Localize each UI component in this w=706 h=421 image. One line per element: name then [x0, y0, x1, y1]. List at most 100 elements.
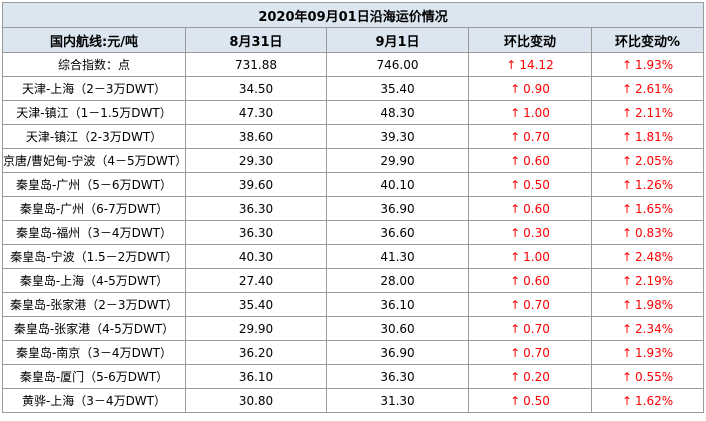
table-row: 秦皇岛-宁波（1.5－2万DWT） 40.30 41.30 ↑ 1.00 ↑ 2.48% — [2, 244, 705, 269]
change-value: 0.90 — [523, 81, 550, 96]
change-pct-cell: ↑ 2.61% — [590, 76, 705, 101]
change-cell: ↑ 0.90 — [468, 76, 592, 101]
change-cell: ↑ 14.12 — [468, 52, 592, 77]
change-pct-cell: ↑ 1.65% — [590, 196, 705, 221]
sep1-value: 36.10 — [326, 292, 469, 317]
up-arrow-icon: ↑ — [621, 369, 632, 384]
up-arrow-icon: ↑ — [621, 393, 632, 408]
change-pct-cell: ↑ 2.05% — [590, 148, 705, 173]
up-arrow-icon: ↑ — [621, 273, 632, 288]
change-value: 0.60 — [523, 273, 550, 288]
change-value: 0.50 — [523, 177, 550, 192]
change-value: 0.60 — [523, 201, 550, 216]
up-arrow-icon: ↑ — [510, 153, 521, 168]
up-arrow-icon: ↑ — [621, 345, 632, 360]
aug31-value: 39.60 — [185, 172, 327, 197]
change-pct-value: 0.55% — [635, 369, 674, 384]
change-value: 0.50 — [523, 393, 550, 408]
up-arrow-icon: ↑ — [506, 57, 517, 72]
change-cell: ↑ 0.20 — [468, 364, 592, 389]
change-cell: ↑ 0.70 — [468, 292, 592, 317]
up-arrow-icon: ↑ — [510, 273, 521, 288]
change-value: 0.70 — [523, 345, 550, 360]
change-pct-value: 1.26% — [635, 177, 674, 192]
sep1-value: 41.30 — [326, 244, 469, 269]
route-cell: 天津-镇江（2-3万DWT） — [2, 124, 186, 149]
change-pct-value: 1.65% — [635, 201, 674, 216]
table-row: 天津-上海（2－3万DWT） 34.50 35.40 ↑ 0.90 ↑ 2.61% — [2, 76, 705, 101]
sep1-value: 746.00 — [326, 52, 469, 77]
change-pct-cell: ↑ 1.62% — [590, 388, 705, 413]
change-cell: ↑ 0.60 — [468, 268, 592, 293]
change-value: 14.12 — [519, 57, 554, 72]
change-value: 0.70 — [523, 321, 550, 336]
table-row: 秦皇岛-厦门（5-6万DWT） 36.10 36.30 ↑ 0.20 ↑ 0.55% — [2, 364, 705, 389]
aug31-value: 36.30 — [185, 196, 327, 221]
table-row: 京唐/曹妃甸-宁波（4－5万DWT） 29.30 29.90 ↑ 0.60 ↑ 2.05% — [2, 148, 705, 173]
up-arrow-icon: ↑ — [510, 201, 521, 216]
up-arrow-icon: ↑ — [621, 321, 632, 336]
route-cell: 京唐/曹妃甸-宁波（4－5万DWT） — [2, 148, 186, 173]
route-cell: 黄骅-上海（3－4万DWT） — [2, 388, 186, 413]
change-pct-cell: ↑ 2.19% — [590, 268, 705, 293]
change-cell: ↑ 0.60 — [468, 196, 592, 221]
change-value: 0.60 — [523, 153, 550, 168]
up-arrow-icon: ↑ — [621, 297, 632, 312]
header-change: 环比变动 — [468, 27, 592, 53]
aug31-value: 36.30 — [185, 220, 327, 245]
title-row: 2020年09月01日沿海运价情况 — [1, 2, 705, 28]
change-pct-cell: ↑ 2.34% — [590, 316, 705, 341]
table-row: 秦皇岛-广州（5－6万DWT） 39.60 40.10 ↑ 0.50 ↑ 1.26% — [2, 172, 705, 197]
change-value: 0.30 — [523, 225, 550, 240]
route-cell: 秦皇岛-广州（6-7万DWT） — [2, 196, 186, 221]
change-pct-cell: ↑ 1.98% — [590, 292, 705, 317]
up-arrow-icon: ↑ — [510, 321, 521, 336]
sep1-value: 30.60 — [326, 316, 469, 341]
table-row: 黄骅-上海（3－4万DWT） 30.80 31.30 ↑ 0.50 ↑ 1.62% — [2, 388, 705, 413]
aug31-value: 30.80 — [185, 388, 327, 413]
up-arrow-icon: ↑ — [510, 105, 521, 120]
route-cell: 秦皇岛-张家港（4-5万DWT） — [2, 316, 186, 341]
aug31-value: 38.60 — [185, 124, 327, 149]
change-value: 0.20 — [523, 369, 550, 384]
route-cell: 秦皇岛-张家港（2－3万DWT） — [2, 292, 186, 317]
change-pct-cell: ↑ 1.93% — [590, 52, 705, 77]
change-cell: ↑ 0.30 — [468, 220, 592, 245]
up-arrow-icon: ↑ — [621, 177, 632, 192]
header-sep1: 9月1日 — [326, 27, 469, 53]
up-arrow-icon: ↑ — [510, 81, 521, 96]
table-row: 秦皇岛-广州（6-7万DWT） 36.30 36.90 ↑ 0.60 ↑ 1.65% — [2, 196, 705, 221]
change-pct-value: 0.83% — [635, 225, 674, 240]
change-value: 0.70 — [523, 297, 550, 312]
up-arrow-icon: ↑ — [510, 345, 521, 360]
sep1-value: 36.60 — [326, 220, 469, 245]
sep1-value: 40.10 — [326, 172, 469, 197]
route-cell: 天津-镇江（1－1.5万DWT） — [2, 100, 186, 125]
sep1-value: 36.90 — [326, 340, 469, 365]
sep1-value: 28.00 — [326, 268, 469, 293]
aug31-value: 29.30 — [185, 148, 327, 173]
aug31-value: 40.30 — [185, 244, 327, 269]
change-cell: ↑ 1.00 — [468, 100, 592, 125]
route-cell: 综合指数：点 — [2, 52, 186, 77]
route-cell: 秦皇岛-南京（3－4万DWT） — [2, 340, 186, 365]
change-pct-value: 1.81% — [635, 129, 674, 144]
sep1-value: 48.30 — [326, 100, 469, 125]
sep1-value: 36.90 — [326, 196, 469, 221]
change-cell: ↑ 0.70 — [468, 124, 592, 149]
change-cell: ↑ 1.00 — [468, 244, 592, 269]
aug31-value: 36.10 — [185, 364, 327, 389]
change-pct-cell: ↑ 1.81% — [590, 124, 705, 149]
route-cell: 天津-上海（2－3万DWT） — [2, 76, 186, 101]
change-pct-cell: ↑ 2.48% — [590, 244, 705, 269]
change-pct-cell: ↑ 1.93% — [590, 340, 705, 365]
route-cell: 秦皇岛-广州（5－6万DWT） — [2, 172, 186, 197]
aug31-value: 27.40 — [185, 268, 327, 293]
up-arrow-icon: ↑ — [510, 177, 521, 192]
header-row: 国内航线:元/吨 8月31日 9月1日 环比变动 环比变动% — [2, 27, 705, 53]
header-route: 国内航线:元/吨 — [2, 27, 186, 53]
table-row: 天津-镇江（2-3万DWT） 38.60 39.30 ↑ 0.70 ↑ 1.81% — [2, 124, 705, 149]
up-arrow-icon: ↑ — [621, 201, 632, 216]
up-arrow-icon: ↑ — [621, 153, 632, 168]
up-arrow-icon: ↑ — [621, 81, 632, 96]
